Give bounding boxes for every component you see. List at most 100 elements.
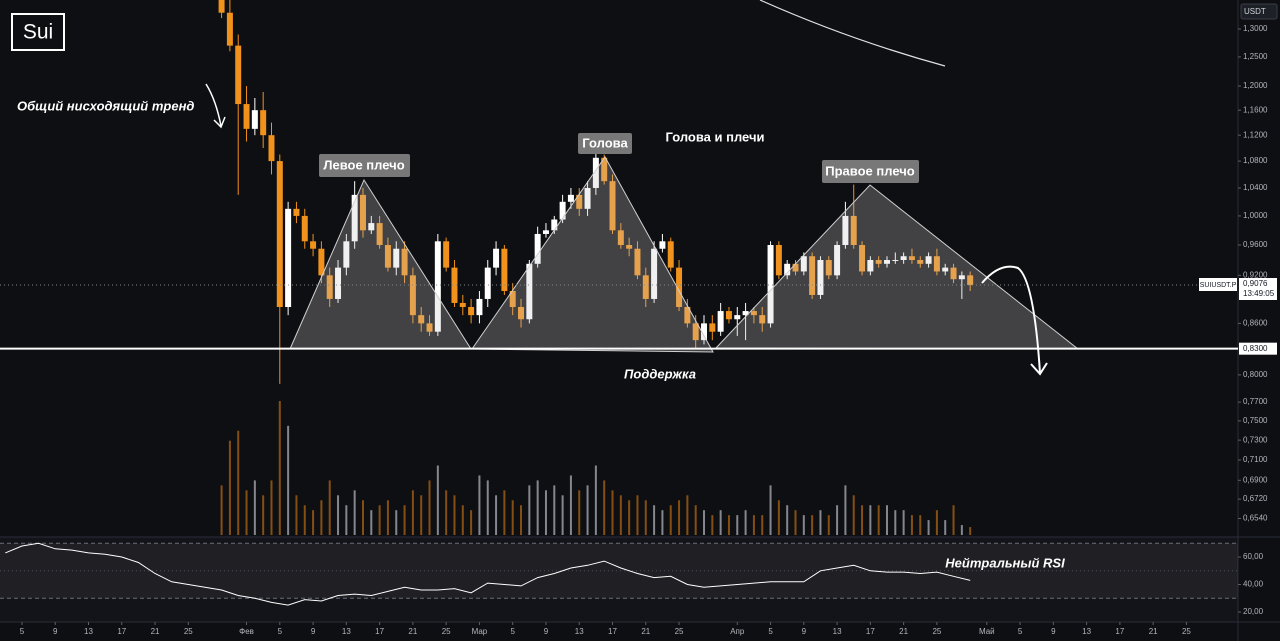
volume-bar (952, 505, 955, 535)
y-tick-label: 0,6720 (1243, 494, 1268, 503)
volume-bar (578, 490, 581, 535)
x-tick-label: 5 (768, 627, 773, 636)
volume-bar (345, 505, 348, 535)
x-tick-label: 25 (675, 627, 684, 636)
volume-bar (303, 505, 306, 535)
volume-bar (661, 510, 664, 535)
rsi-y-tick-label: 20,00 (1243, 607, 1264, 616)
candle-body (734, 315, 741, 320)
volume-bar (378, 505, 381, 535)
candle-body (534, 233, 541, 264)
candle-body (426, 323, 433, 332)
candle-body (218, 0, 225, 13)
volume-bar (370, 510, 373, 535)
volume-bar (752, 515, 755, 535)
volume-bar (719, 510, 722, 535)
volume-bar (228, 440, 231, 535)
candle-body (468, 306, 475, 316)
y-tick-label: 0,9600 (1243, 240, 1268, 249)
candle-body (584, 187, 591, 209)
candle-body (834, 245, 841, 276)
volume-bar (312, 510, 315, 535)
x-tick-label: 21 (1149, 627, 1158, 636)
rsi-y-tick-label: 40,00 (1243, 580, 1264, 589)
x-tick-label: 9 (311, 627, 316, 636)
volume-bar (703, 510, 706, 535)
label-box (822, 160, 919, 183)
y-tick-label: 0,8600 (1243, 318, 1268, 327)
x-tick-label: 17 (608, 627, 617, 636)
volume-bar (927, 520, 930, 535)
volume-bar (669, 505, 672, 535)
last-price-box (1239, 277, 1277, 300)
volume-bar (852, 495, 855, 535)
rsi-band (0, 543, 1238, 599)
candle-body (917, 260, 924, 264)
candle-body (301, 215, 308, 242)
y-tick-label: 0,7300 (1243, 435, 1268, 444)
x-tick-label: 25 (184, 627, 193, 636)
candle-body (617, 230, 624, 246)
candle-body (326, 275, 333, 299)
volume-bar (478, 475, 481, 535)
volume-bar (428, 480, 431, 535)
volume-bar (619, 495, 622, 535)
y-tick-label: 0,9200 (1243, 270, 1268, 279)
candle-body (384, 245, 391, 268)
currency-selector[interactable] (1240, 3, 1278, 20)
candle-body (825, 260, 832, 276)
volume-bar (495, 495, 498, 535)
volume-bar (453, 495, 456, 535)
volume-bar (353, 490, 356, 535)
volume-bar (694, 505, 697, 535)
symbol-label: SUIUSDT.P (1200, 282, 1237, 289)
volume-bar (361, 500, 364, 535)
trend-arrow (205, 83, 222, 127)
y-tick-label: 1,2500 (1243, 52, 1268, 61)
candle-body (875, 260, 882, 264)
volume-bar (678, 500, 681, 535)
candle-body (418, 315, 425, 324)
candle-body (409, 275, 416, 316)
candle-body (933, 256, 940, 272)
candle-body (484, 267, 491, 299)
volume-bar (245, 490, 248, 535)
candle-body (493, 248, 500, 268)
candle-body (434, 241, 441, 332)
y-tick-label: 0,7700 (1243, 397, 1268, 406)
y-tick-label: 1,1600 (1243, 105, 1268, 114)
x-tick-label: 5 (1018, 627, 1023, 636)
x-tick-label: 9 (544, 627, 549, 636)
candle-body (551, 219, 558, 231)
symbol-box (1199, 277, 1237, 291)
volume-bar (544, 490, 547, 535)
candle-body (567, 194, 574, 202)
volume-bar (262, 495, 265, 535)
volume-bar (320, 500, 323, 535)
y-tick-label: 0,8000 (1243, 370, 1268, 379)
x-tick-label: 17 (375, 627, 384, 636)
countdown: 13:49:05 (1243, 289, 1275, 298)
candle-body (958, 275, 965, 280)
x-tick-label: 17 (866, 627, 875, 636)
x-tick-label: 13 (1082, 627, 1091, 636)
candle-body (809, 256, 816, 295)
y-tick-label: 1,2000 (1243, 81, 1268, 90)
volume-bar (777, 500, 780, 535)
currency[interactable]: USDT (1244, 7, 1266, 16)
candle-body (459, 302, 466, 307)
candle-body (293, 208, 300, 216)
volume-bar (910, 515, 913, 535)
rsi-line (5, 542, 971, 606)
x-tick-label: 17 (117, 627, 126, 636)
pattern-label: Голова и плечи (665, 129, 764, 144)
candle-body (867, 260, 874, 272)
volume-bar (411, 490, 414, 535)
candle-body (559, 201, 566, 220)
candle-body (892, 260, 899, 262)
volume-bar (861, 505, 864, 535)
volume-bar (603, 480, 606, 535)
volume-bar (919, 515, 922, 535)
candle-body (925, 256, 932, 264)
volume-bar (237, 430, 240, 535)
